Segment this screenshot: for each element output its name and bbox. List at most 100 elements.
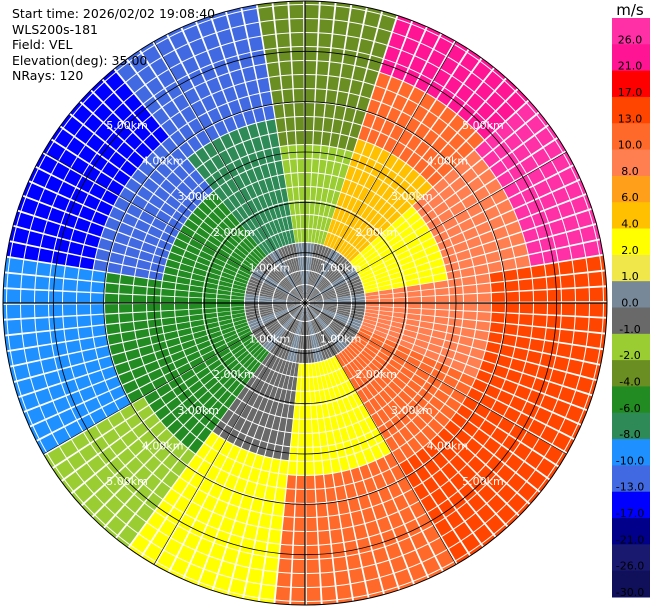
velocity-gate <box>190 279 205 287</box>
velocity-gate <box>183 576 198 585</box>
velocity-gate <box>125 178 142 194</box>
velocity-gate <box>293 306 303 318</box>
velocity-gate <box>308 229 313 243</box>
velocity-gate <box>327 326 338 337</box>
velocity-gate <box>449 310 463 319</box>
velocity-gate <box>275 358 284 373</box>
velocity-gate <box>203 292 217 299</box>
velocity-gate <box>289 292 301 301</box>
velocity-gate <box>309 295 322 302</box>
velocity-gate <box>346 363 357 377</box>
velocity-gate <box>524 136 543 154</box>
velocity-gate <box>515 124 534 143</box>
velocity-gate <box>232 227 246 241</box>
velocity-gate <box>414 256 429 267</box>
velocity-gate <box>320 285 333 294</box>
velocity-gate <box>289 244 295 258</box>
velocity-gate <box>146 438 163 455</box>
velocity-gate <box>332 319 345 328</box>
velocity-gate <box>303 285 305 299</box>
velocity-gate <box>305 433 313 447</box>
velocity-gate <box>226 178 239 194</box>
velocity-gate <box>105 304 119 314</box>
velocity-gate <box>17 378 34 396</box>
velocity-gate <box>269 252 280 265</box>
velocity-gate <box>448 318 463 327</box>
velocity-gate <box>227 534 243 551</box>
velocity-gate <box>306 321 309 335</box>
velocity-gate <box>299 307 304 321</box>
velocity-gate <box>273 219 282 233</box>
velocity-gate <box>283 317 294 328</box>
velocity-gate <box>456 84 474 103</box>
velocity-gate <box>305 131 313 145</box>
velocity-gate <box>183 532 201 550</box>
velocity-gate <box>275 310 289 318</box>
velocity-gate <box>547 303 561 315</box>
velocity-gate <box>332 119 343 134</box>
velocity-gate <box>59 149 77 168</box>
velocity-gate <box>513 347 529 361</box>
velocity-gate <box>566 405 584 423</box>
velocity-gate <box>43 140 54 154</box>
cardinal-axes <box>3 1 607 605</box>
velocity-gate <box>373 473 387 490</box>
velocity-gate <box>235 39 250 55</box>
velocity-gate <box>71 229 87 244</box>
velocity-gate <box>375 271 389 280</box>
velocity-gate <box>253 229 264 243</box>
velocity-gate <box>427 375 442 389</box>
velocity-gate <box>223 86 238 103</box>
velocity-gate <box>264 557 279 572</box>
velocity-gate <box>235 273 250 282</box>
velocity-gate <box>429 336 445 347</box>
velocity-gate <box>479 420 497 436</box>
velocity-gate <box>505 78 518 91</box>
velocity-gate <box>290 319 298 333</box>
velocity-gate <box>279 389 287 403</box>
velocity-gate <box>251 324 265 333</box>
velocity-gate <box>306 531 318 545</box>
velocity-gate <box>359 269 373 278</box>
velocity-gate <box>556 343 572 358</box>
velocity-gate <box>247 199 258 214</box>
velocity-gate <box>390 175 404 190</box>
velocity-gate <box>84 425 102 443</box>
velocity-gate <box>288 294 301 301</box>
velocity-gate <box>572 331 588 346</box>
velocity-gate <box>482 535 496 547</box>
velocity-gate <box>177 270 192 279</box>
velocity-gate <box>311 405 318 419</box>
velocity-gate <box>250 361 261 375</box>
colorbar-label: -30.0 <box>616 586 644 599</box>
velocity-gate <box>373 267 387 276</box>
velocity-gate <box>298 187 305 201</box>
velocity-gate <box>208 331 222 340</box>
velocity-gate <box>21 289 35 303</box>
velocity-gate <box>308 335 313 349</box>
velocity-gate <box>393 292 407 298</box>
velocity-gate <box>561 303 575 316</box>
colorbar-swatch <box>612 544 650 572</box>
velocity-gate <box>250 276 263 284</box>
velocity-gate <box>72 432 90 451</box>
velocity-gate <box>204 355 219 367</box>
velocity-gate <box>144 474 161 492</box>
velocity-gate <box>372 333 386 343</box>
velocity-gate <box>544 140 563 159</box>
velocity-gate <box>408 400 423 415</box>
velocity-gate <box>324 473 335 488</box>
velocity-gate <box>414 123 430 140</box>
velocity-gate <box>259 598 274 604</box>
velocity-gate <box>272 326 283 338</box>
velocity-gate <box>333 317 346 326</box>
velocity-gate <box>459 373 475 387</box>
velocity-gate <box>316 260 324 273</box>
colorbar-label: 0.0 <box>621 297 639 310</box>
azimuth-line <box>43 151 306 304</box>
velocity-gate <box>18 397 26 412</box>
velocity-gate <box>106 515 126 535</box>
velocity-gate <box>152 341 168 352</box>
velocity-gate <box>400 366 415 379</box>
velocity-gate <box>187 191 202 206</box>
